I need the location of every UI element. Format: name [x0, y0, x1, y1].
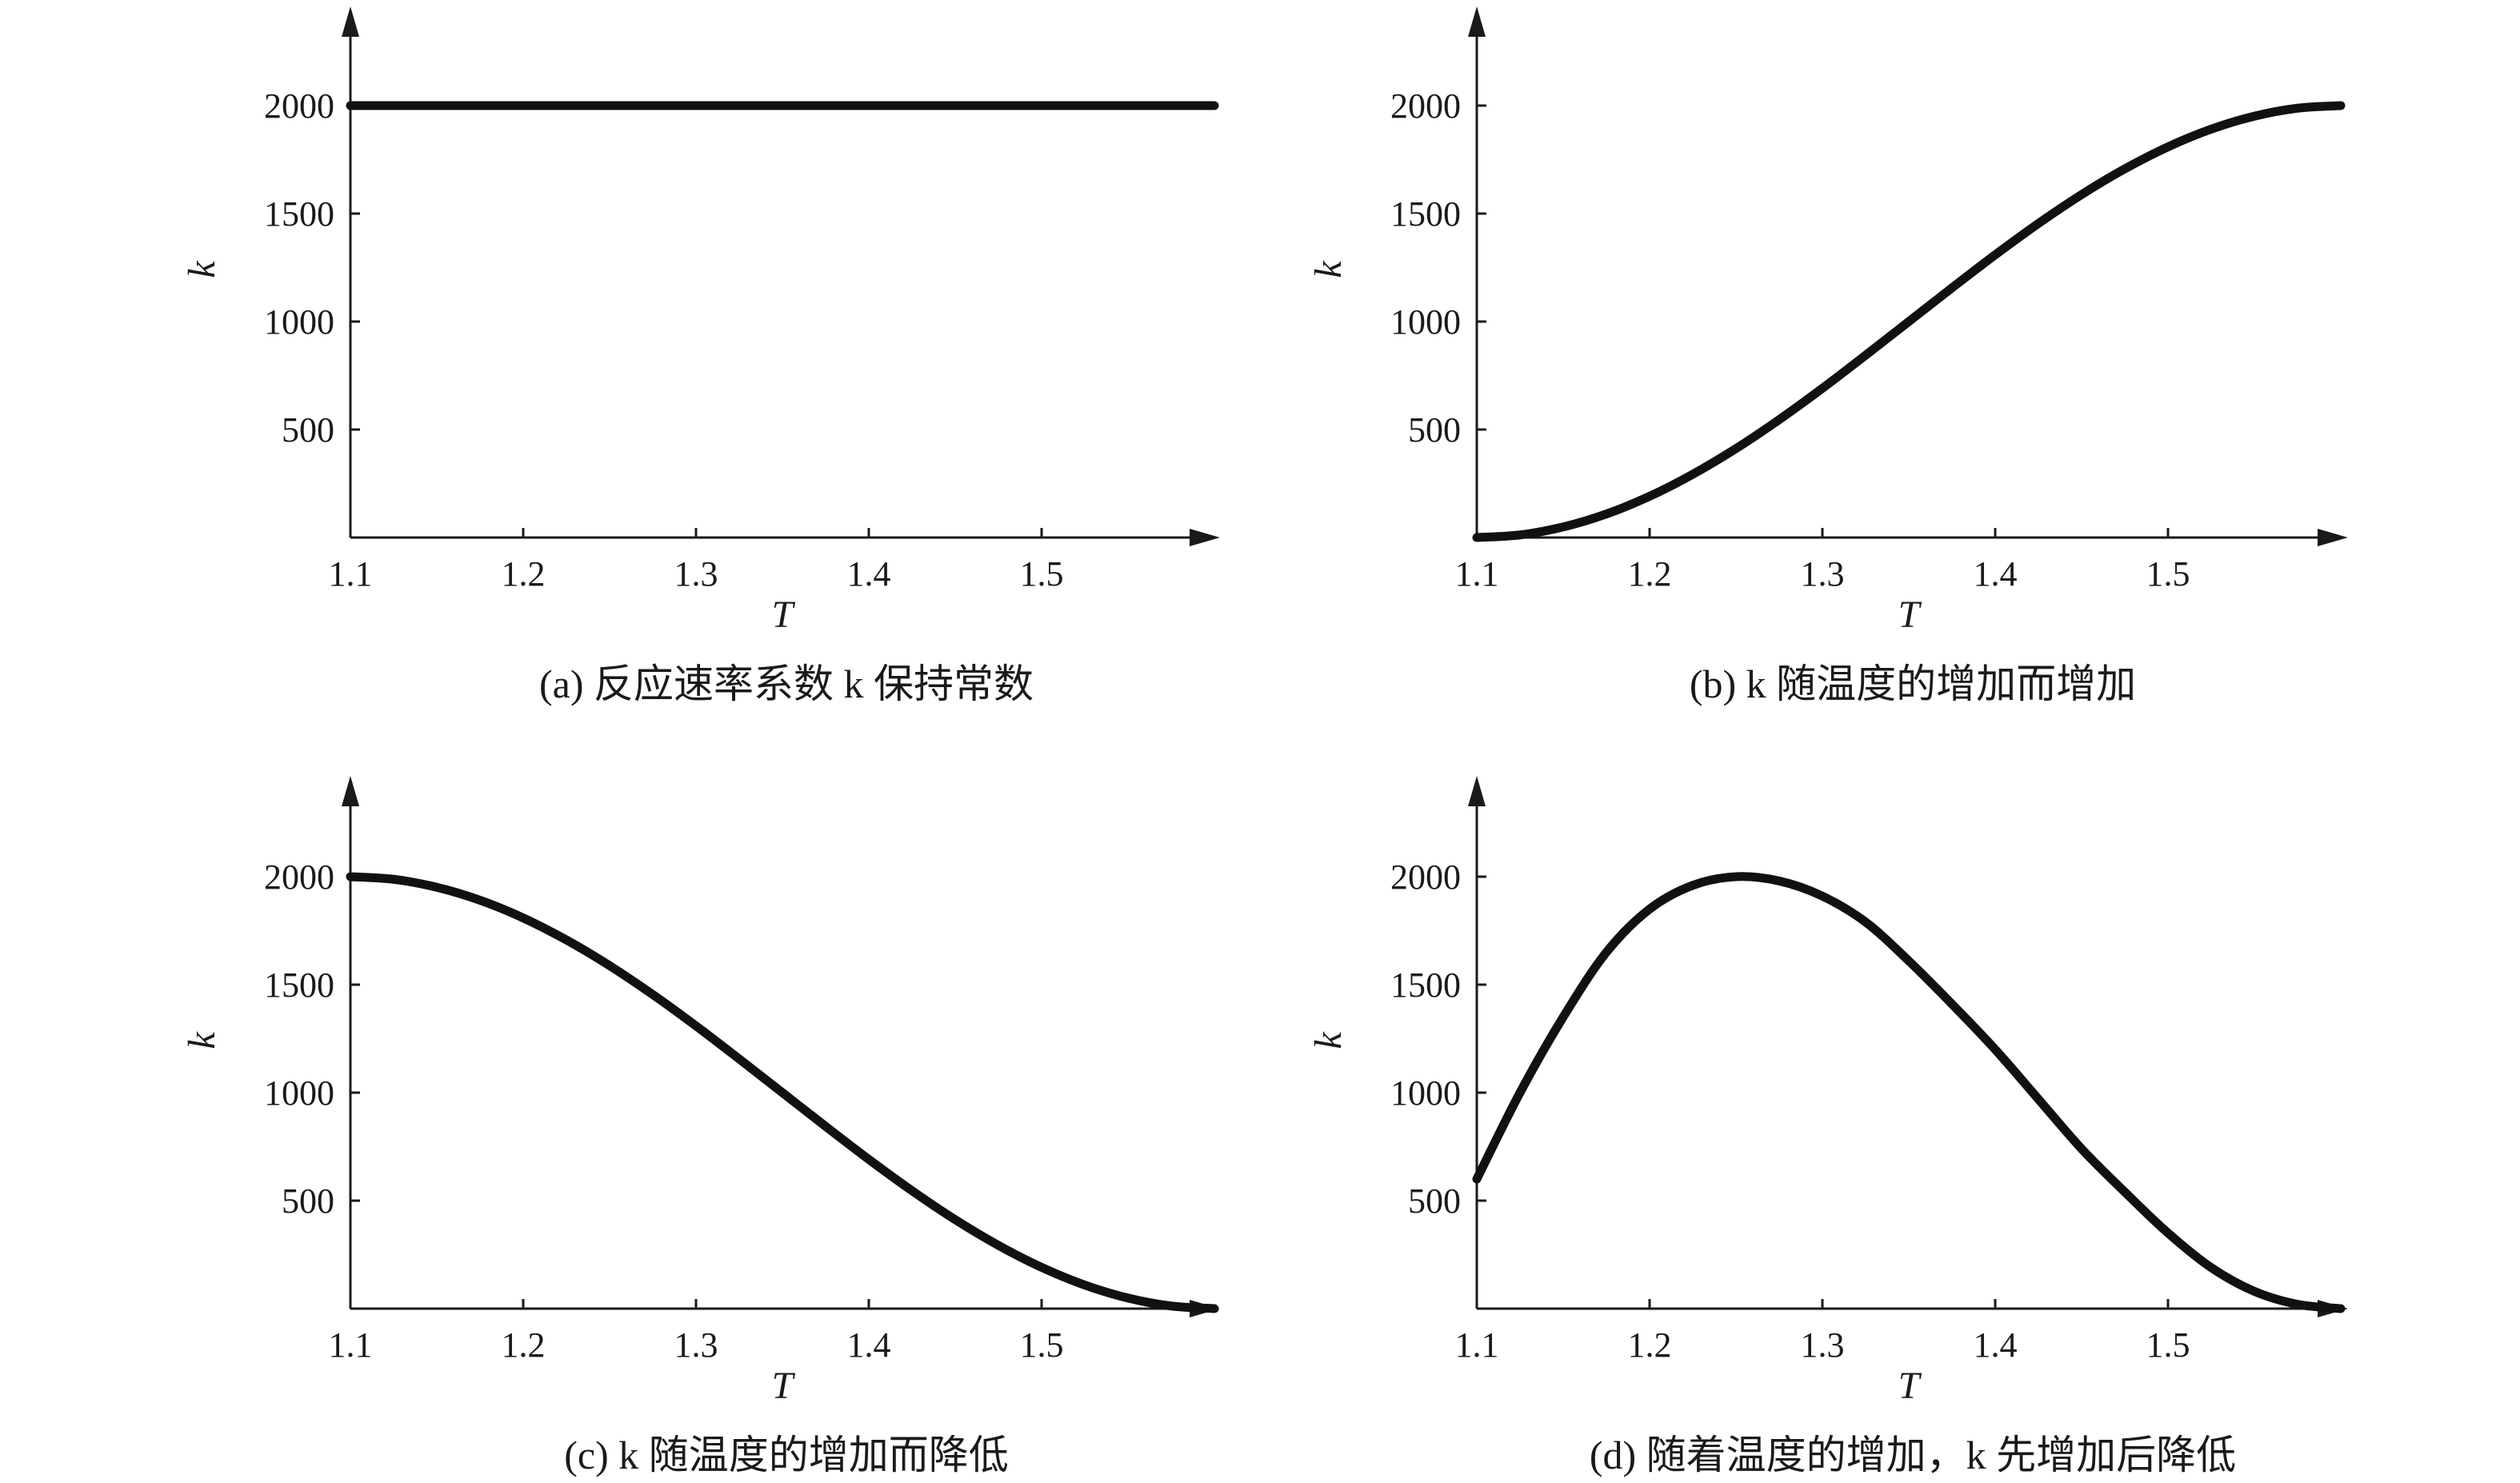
x-tick-label-b-1: 1.2: [1628, 554, 1672, 594]
series-line-c-0: [346, 872, 1219, 1313]
x-tick-label-b-3: 1.4: [1974, 554, 2018, 594]
x-tick-label-d-4: 1.5: [2146, 1325, 2190, 1365]
y-tick-label-c-3: 2000: [264, 857, 334, 897]
y-tick-label-d-1: 1000: [1390, 1073, 1461, 1113]
y-tick-label-a-1: 1000: [264, 302, 334, 342]
y-axis-arrow-d: [1468, 776, 1486, 806]
series-line-d-0: [1472, 872, 2346, 1313]
y-tick-label-b-3: 2000: [1390, 86, 1461, 126]
y-axis-label-b: k: [1307, 260, 1350, 278]
y-axis-label-a: k: [181, 260, 223, 278]
y-tick-label-c-0: 500: [282, 1181, 334, 1221]
y-axis-label-d: k: [1307, 1031, 1350, 1049]
y-tick-label-b-0: 500: [1408, 410, 1461, 450]
y-tick-label-c-2: 1500: [264, 965, 334, 1005]
y-tick-label-a-3: 2000: [264, 86, 334, 126]
y-tick-label-d-3: 2000: [1390, 857, 1461, 897]
x-axis-arrow-b: [2318, 529, 2348, 546]
x-tick-label-d-3: 1.4: [1974, 1325, 2018, 1365]
x-tick-label-d-0: 1.1: [1455, 1325, 1499, 1365]
x-tick-label-a-2: 1.3: [674, 554, 718, 594]
y-axis-arrow-a: [342, 6, 359, 37]
x-tick-label-b-4: 1.5: [2146, 554, 2190, 594]
caption-c: (c) k 随温度的增加而降低: [564, 1433, 1009, 1477]
x-axis-arrow-a: [1190, 529, 1220, 546]
x-tick-label-c-0: 1.1: [329, 1325, 373, 1365]
x-tick-label-a-0: 1.1: [329, 554, 373, 594]
caption-b: (b) k 随温度的增加而增加: [1690, 662, 2136, 706]
y-tick-label-b-1: 1000: [1390, 302, 1461, 342]
x-axis-label-c: T: [772, 1365, 796, 1407]
x-tick-label-a-4: 1.5: [1020, 554, 1064, 594]
y-axis-arrow-b: [1468, 6, 1486, 37]
x-tick-label-b-0: 1.1: [1455, 554, 1499, 594]
y-tick-label-d-2: 1500: [1390, 965, 1461, 1005]
x-tick-label-a-1: 1.2: [502, 554, 546, 594]
caption-a: (a) 反应速率系数 k 保持常数: [539, 662, 1034, 706]
x-tick-label-c-1: 1.2: [502, 1325, 546, 1365]
y-axis-arrow-c: [342, 776, 359, 806]
x-axis-label-b: T: [1898, 594, 1922, 636]
y-axis-label-c: k: [181, 1031, 223, 1049]
y-tick-label-a-2: 1500: [264, 194, 334, 234]
y-tick-label-c-1: 1000: [264, 1073, 334, 1113]
series-line-b-0: [1472, 101, 2346, 542]
x-tick-label-a-3: 1.4: [847, 554, 891, 594]
x-tick-label-d-1: 1.2: [1628, 1325, 1672, 1365]
x-tick-label-c-4: 1.5: [1020, 1325, 1064, 1365]
y-tick-label-a-0: 500: [282, 410, 334, 450]
x-tick-label-c-2: 1.3: [674, 1325, 718, 1365]
x-axis-label-a: T: [772, 594, 796, 636]
caption-d: (d) 随着温度的增加，k 先增加后降低: [1590, 1433, 2236, 1477]
x-axis-label-d: T: [1898, 1365, 1922, 1407]
x-tick-label-d-2: 1.3: [1801, 1325, 1845, 1365]
y-tick-label-b-2: 1500: [1390, 194, 1461, 234]
x-tick-label-b-2: 1.3: [1801, 554, 1845, 594]
x-tick-label-c-3: 1.4: [847, 1325, 891, 1365]
y-tick-label-d-0: 500: [1408, 1181, 1461, 1221]
